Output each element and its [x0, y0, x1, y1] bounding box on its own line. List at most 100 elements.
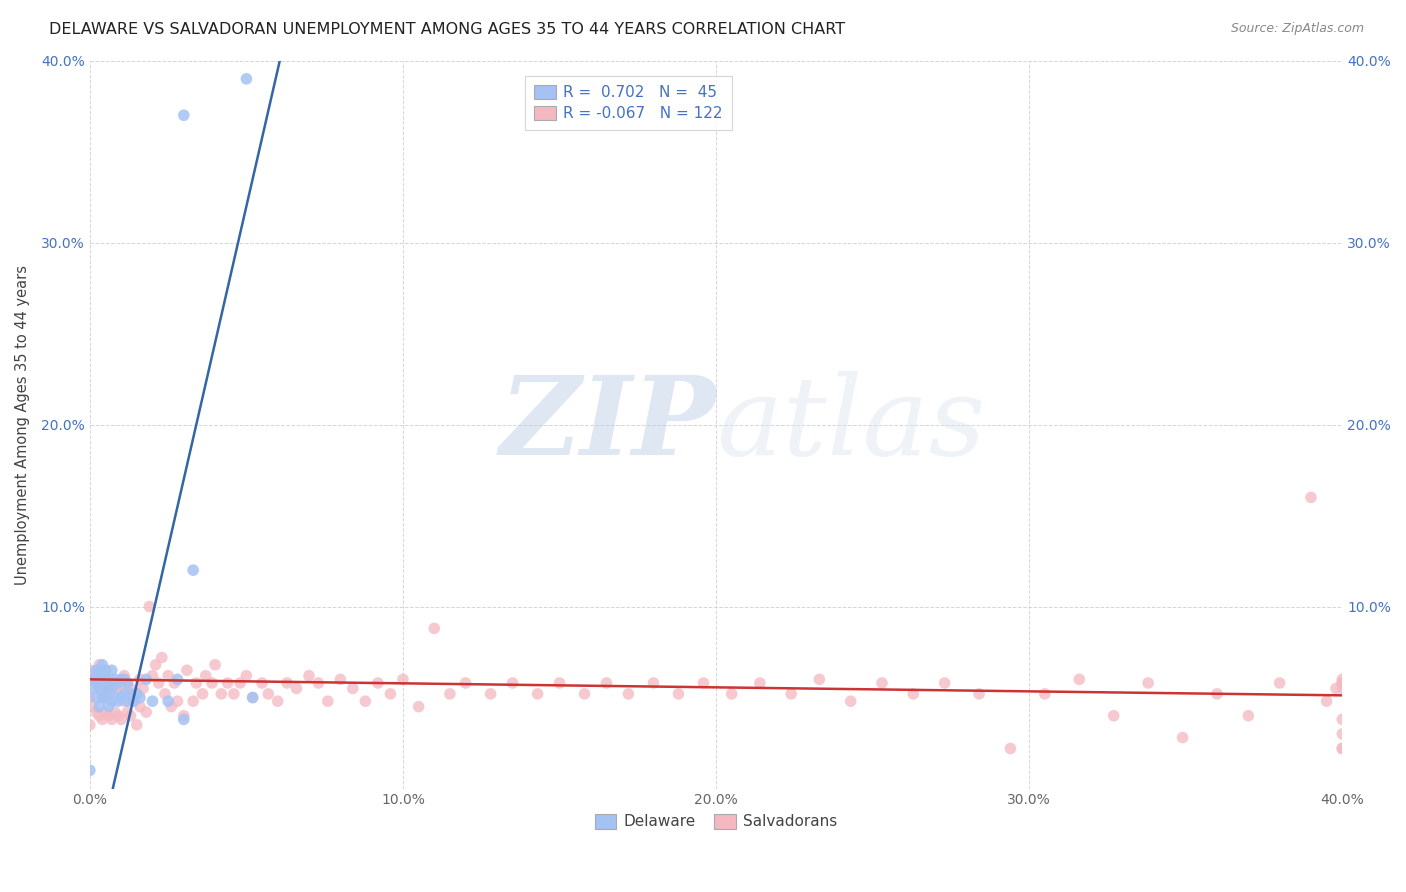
- Point: [222, 687, 245, 701]
- Point: [104, 690, 127, 705]
- Text: DELAWARE VS SALVADORAN UNEMPLOYMENT AMONG AGES 35 TO 44 YEARS CORRELATION CHART: DELAWARE VS SALVADORAN UNEMPLOYMENT AMON…: [49, 22, 845, 37]
- Point: [367, 676, 389, 690]
- Point: [176, 663, 198, 677]
- Point: [235, 669, 257, 683]
- Point: [808, 673, 831, 687]
- Point: [934, 676, 956, 690]
- Point: [235, 71, 257, 86]
- Point: [380, 687, 402, 701]
- Point: [100, 712, 122, 726]
- Point: [100, 694, 122, 708]
- Point: [574, 687, 596, 701]
- Point: [839, 694, 862, 708]
- Point: [125, 718, 148, 732]
- Point: [439, 687, 461, 701]
- Point: [117, 694, 139, 708]
- Point: [120, 708, 142, 723]
- Point: [668, 687, 690, 701]
- Point: [91, 687, 114, 701]
- Point: [100, 663, 122, 677]
- Point: [82, 699, 104, 714]
- Point: [129, 690, 152, 705]
- Point: [157, 694, 180, 708]
- Point: [1331, 676, 1354, 690]
- Point: [107, 681, 129, 696]
- Point: [129, 673, 152, 687]
- Point: [163, 676, 186, 690]
- Point: [117, 705, 139, 719]
- Point: [720, 687, 742, 701]
- Point: [94, 673, 117, 687]
- Point: [117, 676, 139, 690]
- Point: [138, 599, 160, 614]
- Point: [107, 694, 129, 708]
- Point: [157, 669, 180, 683]
- Point: [97, 673, 120, 687]
- Point: [97, 681, 120, 696]
- Point: [1268, 676, 1291, 690]
- Point: [104, 673, 127, 687]
- Point: [502, 676, 524, 690]
- Point: [91, 657, 114, 672]
- Point: [173, 712, 195, 726]
- Point: [748, 676, 770, 690]
- Point: [1331, 673, 1354, 687]
- Point: [91, 690, 114, 705]
- Point: [94, 663, 117, 677]
- Point: [181, 694, 204, 708]
- Text: ZIP: ZIP: [499, 371, 716, 478]
- Point: [110, 690, 132, 705]
- Point: [1206, 687, 1229, 701]
- Point: [129, 699, 152, 714]
- Point: [110, 673, 132, 687]
- Point: [100, 681, 122, 696]
- Point: [1316, 694, 1339, 708]
- Point: [1137, 676, 1160, 690]
- Point: [329, 673, 352, 687]
- Point: [89, 657, 111, 672]
- Point: [94, 690, 117, 705]
- Point: [870, 676, 893, 690]
- Point: [548, 676, 571, 690]
- Point: [307, 676, 329, 690]
- Point: [89, 673, 111, 687]
- Point: [204, 657, 226, 672]
- Point: [97, 687, 120, 701]
- Point: [104, 676, 127, 690]
- Point: [120, 681, 142, 696]
- Point: [153, 687, 176, 701]
- Point: [145, 657, 167, 672]
- Point: [94, 690, 117, 705]
- Point: [100, 681, 122, 696]
- Point: [97, 699, 120, 714]
- Point: [1102, 708, 1125, 723]
- Text: atlas: atlas: [716, 371, 986, 478]
- Point: [267, 694, 290, 708]
- Point: [135, 673, 157, 687]
- Point: [1331, 741, 1354, 756]
- Point: [166, 673, 188, 687]
- Point: [316, 694, 339, 708]
- Point: [1033, 687, 1056, 701]
- Point: [132, 681, 155, 696]
- Point: [903, 687, 925, 701]
- Point: [1299, 491, 1322, 505]
- Point: [112, 669, 135, 683]
- Point: [79, 690, 101, 705]
- Point: [1331, 741, 1354, 756]
- Point: [1000, 741, 1022, 756]
- Point: [1069, 673, 1091, 687]
- Point: [166, 694, 188, 708]
- Point: [82, 673, 104, 687]
- Point: [194, 669, 217, 683]
- Point: [89, 681, 111, 696]
- Point: [242, 690, 264, 705]
- Point: [89, 681, 111, 696]
- Point: [125, 687, 148, 701]
- Point: [967, 687, 990, 701]
- Point: [84, 663, 107, 677]
- Y-axis label: Unemployment Among Ages 35 to 44 years: Unemployment Among Ages 35 to 44 years: [15, 265, 30, 584]
- Point: [1331, 681, 1354, 696]
- Point: [250, 676, 273, 690]
- Point: [595, 676, 617, 690]
